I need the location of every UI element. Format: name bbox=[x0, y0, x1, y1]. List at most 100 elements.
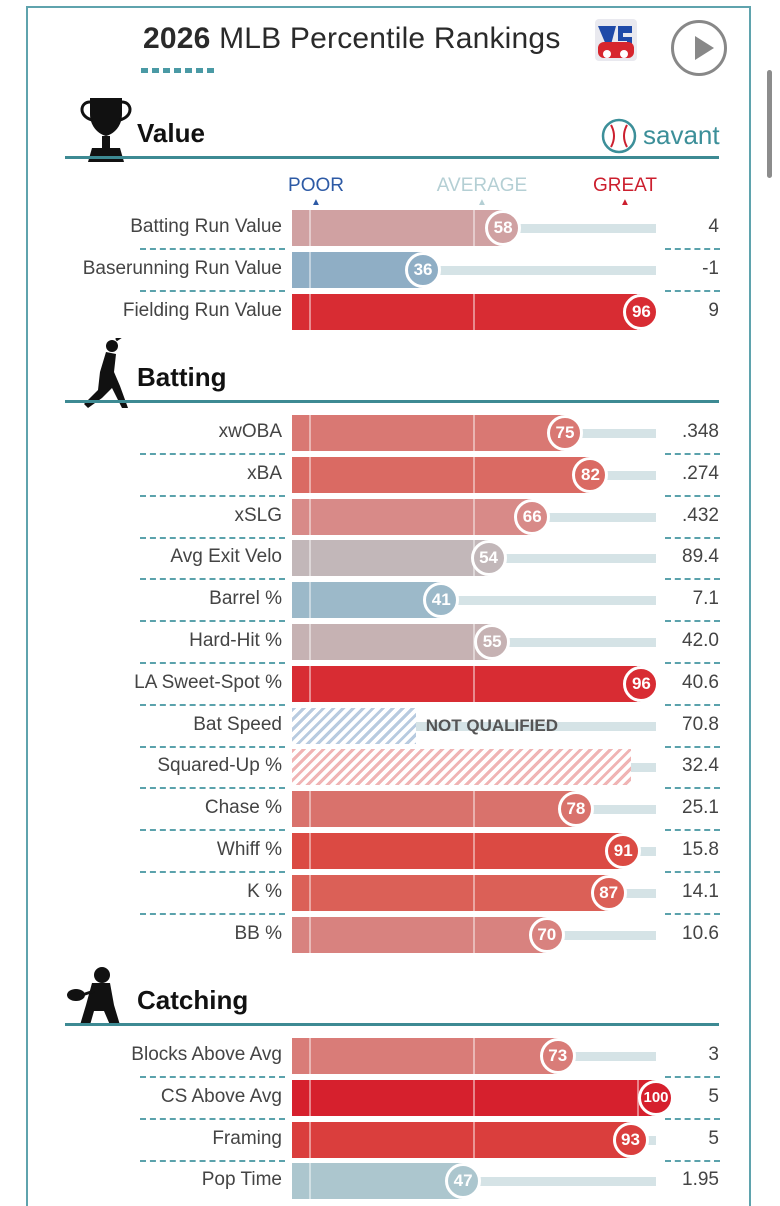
triangle-up-icon: ▲ bbox=[620, 197, 630, 208]
percentile-value-xba[interactable]: 82 bbox=[572, 456, 609, 493]
metric-label-k: K % bbox=[247, 880, 282, 902]
row-divider bbox=[665, 912, 720, 915]
row-divider bbox=[140, 453, 285, 455]
row-divider bbox=[665, 248, 720, 250]
metric-label-xba: xBA bbox=[247, 462, 282, 484]
row-divider bbox=[665, 620, 720, 623]
not-qualified-label: NOT QUALIFIED bbox=[425, 715, 558, 735]
play-button[interactable] bbox=[671, 20, 727, 76]
reference-tick bbox=[473, 665, 475, 702]
percentile-value-bb[interactable]: 70 bbox=[528, 916, 565, 953]
row-divider bbox=[140, 494, 285, 497]
metric-label-batting-run-value: Batting Run Value bbox=[130, 216, 282, 237]
percentile-value-cs-above-avg[interactable]: 100 bbox=[638, 1079, 674, 1116]
percentile-value-baserunning-run-value[interactable]: 36 bbox=[405, 251, 442, 288]
reference-tick bbox=[473, 624, 475, 660]
reference-tick bbox=[473, 498, 475, 535]
metric-label-chase: Chase % bbox=[204, 797, 282, 819]
metric-stat-k: 14.1 bbox=[682, 880, 719, 902]
row-divider bbox=[665, 536, 720, 539]
metric-stat-blocks-above-avg: 3 bbox=[708, 1044, 719, 1065]
percentile-value-fielding-run-value[interactable]: 96 bbox=[623, 293, 660, 330]
row-divider bbox=[665, 787, 720, 790]
reference-tick bbox=[309, 293, 312, 330]
scale-label-great: GREAT ▲ bbox=[565, 175, 685, 208]
percentile-value-chase[interactable]: 78 bbox=[557, 791, 594, 828]
vs-logo-icon[interactable] bbox=[594, 18, 638, 62]
percentile-value-framing[interactable]: 93 bbox=[612, 1121, 649, 1158]
percentile-bar-barrel bbox=[292, 582, 442, 619]
reference-tick bbox=[473, 1038, 475, 1074]
percentile-value-k[interactable]: 87 bbox=[590, 874, 627, 911]
metric-label-barrel: Barrel % bbox=[209, 588, 282, 610]
reference-tick bbox=[636, 1079, 639, 1116]
triangle-up-icon: ▲ bbox=[311, 197, 321, 208]
catcher-icon bbox=[66, 965, 126, 1034]
row-divider bbox=[140, 578, 285, 581]
scrollbar[interactable] bbox=[767, 70, 772, 178]
title-year: 2026 bbox=[143, 22, 211, 55]
scale-label-average: AVERAGE ▲ bbox=[422, 175, 542, 208]
percentile-bar-blocks-above-avg bbox=[292, 1038, 558, 1074]
reference-tick bbox=[473, 833, 475, 869]
metric-label-xwoba: xwOBA bbox=[218, 421, 282, 442]
percentile-value-barrel[interactable]: 41 bbox=[423, 582, 460, 619]
percentile-track bbox=[292, 265, 656, 275]
section-title-catching: Catching bbox=[137, 985, 249, 1015]
title-underline bbox=[141, 68, 215, 73]
metric-label-fielding-run-value: Fielding Run Value bbox=[122, 299, 282, 321]
row-divider bbox=[140, 1076, 285, 1078]
baseball-icon bbox=[601, 118, 637, 154]
savant-logo[interactable]: savant bbox=[601, 118, 720, 154]
section-divider bbox=[65, 156, 719, 159]
section-title-batting: Batting bbox=[137, 362, 227, 392]
percentile-value-avg-exit-velo[interactable]: 54 bbox=[470, 540, 507, 577]
percentile-bar-whiff bbox=[292, 833, 624, 869]
metric-stat-xba: .274 bbox=[682, 462, 719, 484]
row-divider bbox=[140, 912, 285, 915]
row-divider bbox=[665, 1117, 720, 1120]
metric-label-blocks-above-avg: Blocks Above Avg bbox=[131, 1044, 282, 1065]
metric-label-hard-hit: Hard-Hit % bbox=[189, 630, 282, 651]
metric-label-bat-speed: Bat Speed bbox=[193, 713, 282, 735]
reference-tick bbox=[473, 1079, 475, 1116]
percentile-bar-xslg bbox=[292, 498, 533, 535]
reference-tick bbox=[309, 874, 312, 911]
percentile-value-xslg[interactable]: 66 bbox=[514, 498, 551, 535]
percentile-value-blocks-above-avg[interactable]: 73 bbox=[539, 1038, 576, 1074]
percentile-bar-la-sweet-spot bbox=[292, 665, 642, 702]
metric-stat-chase: 25.1 bbox=[682, 797, 719, 819]
title-text: MLB Percentile Rankings bbox=[219, 22, 561, 55]
percentile-bar-bb bbox=[292, 916, 547, 953]
percentile-value-xwoba[interactable]: 75 bbox=[547, 415, 583, 451]
row-divider bbox=[665, 662, 720, 664]
row-divider bbox=[665, 453, 720, 455]
reference-tick bbox=[309, 498, 312, 535]
reference-tick bbox=[309, 665, 312, 702]
percentile-value-batting-run-value[interactable]: 58 bbox=[485, 210, 522, 246]
metric-label-pop-time: Pop Time bbox=[201, 1169, 282, 1191]
percentile-bar-baserunning-run-value bbox=[292, 251, 424, 288]
reference-tick bbox=[473, 791, 475, 828]
percentile-value-la-sweet-spot[interactable]: 96 bbox=[623, 665, 660, 702]
reference-tick bbox=[309, 833, 312, 869]
reference-tick bbox=[309, 210, 312, 246]
scale-label-text: POOR bbox=[288, 175, 344, 196]
percentile-track bbox=[292, 596, 656, 606]
reference-tick bbox=[473, 210, 475, 246]
row-divider bbox=[665, 1076, 720, 1078]
percentile-value-pop-time[interactable]: 47 bbox=[445, 1163, 482, 1200]
reference-tick bbox=[309, 251, 312, 288]
row-divider bbox=[140, 745, 285, 748]
percentile-value-hard-hit[interactable]: 55 bbox=[474, 624, 511, 660]
row-divider bbox=[665, 829, 720, 832]
row-divider bbox=[665, 745, 720, 748]
percentile-bar-k bbox=[292, 874, 609, 911]
row-divider bbox=[140, 662, 285, 664]
percentile-bar-batting-run-value bbox=[292, 210, 504, 246]
metric-stat-xslg: .432 bbox=[682, 504, 719, 526]
percentile-track bbox=[292, 721, 656, 731]
hatched-bar-bat-speed bbox=[292, 707, 416, 744]
percentile-value-whiff[interactable]: 91 bbox=[605, 833, 642, 869]
metric-stat-pop-time: 1.95 bbox=[682, 1169, 719, 1191]
